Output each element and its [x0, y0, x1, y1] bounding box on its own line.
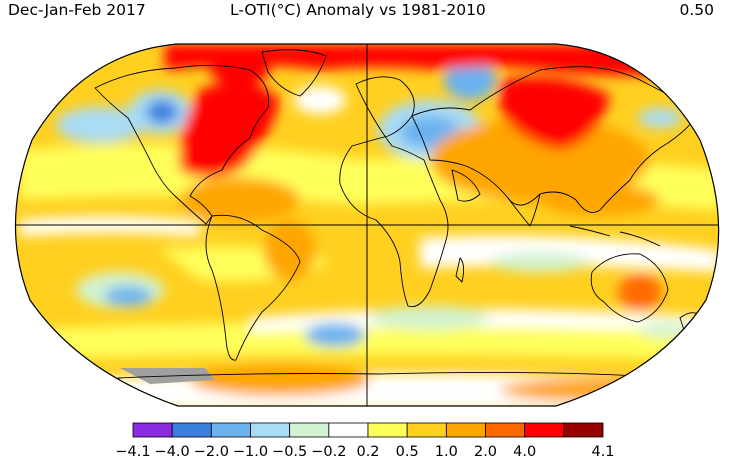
legend-swatch: [289, 422, 330, 438]
legend-swatch: [563, 422, 604, 438]
legend-swatch: [445, 422, 486, 438]
legend-swatch: [406, 422, 447, 438]
legend-tick-label: −2.0: [194, 444, 229, 460]
period-label: Dec-Jan-Feb 2017: [8, 1, 146, 19]
legend-swatch: [485, 422, 526, 438]
anomaly-field: [15, 44, 719, 406]
legend-tick-label: −0.2: [311, 444, 346, 460]
coastlines: [94, 49, 701, 406]
legend-tick-label: 0.5: [396, 444, 419, 460]
map-border: [14, 43, 720, 407]
legend-tick-label: −4.1: [115, 444, 150, 460]
legend-tick-label: 4.0: [513, 444, 536, 460]
legend-swatch: [367, 422, 408, 438]
legend-swatch: [250, 422, 291, 438]
legend-tick-label: −4.0: [155, 444, 190, 460]
legend-tick-label: 2.0: [474, 444, 497, 460]
legend-swatch: [524, 422, 565, 438]
legend-tick-label: 4.1: [591, 444, 614, 460]
legend-swatch: [210, 422, 251, 438]
legend-tick-label: 0.2: [356, 444, 379, 460]
legend-swatch: [171, 422, 212, 438]
legend-swatch: [328, 422, 369, 438]
legend-tick-label: −0.5: [272, 444, 307, 460]
map-title: L-OTI(°C) Anomaly vs 1981-2010: [230, 1, 486, 19]
legend-tick-label: −1.0: [233, 444, 268, 460]
legend-tick-label: 1.0: [435, 444, 458, 460]
legend-swatch: [132, 422, 173, 438]
global-mean-value: 0.50: [679, 1, 714, 19]
